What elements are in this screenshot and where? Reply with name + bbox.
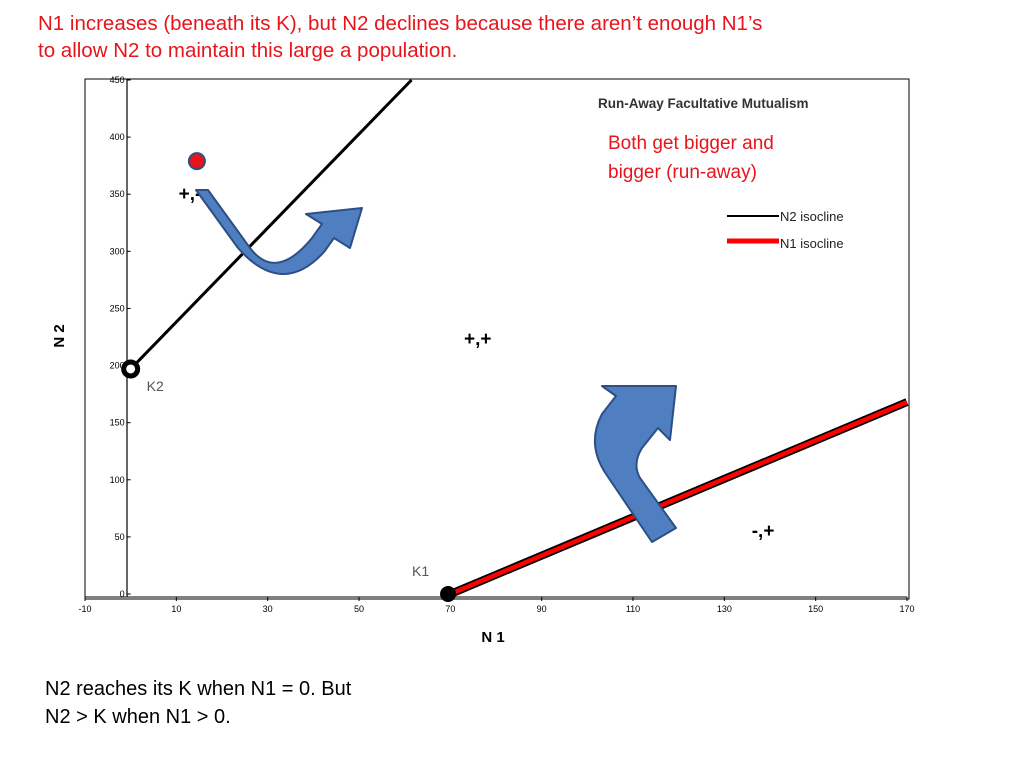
x-tick-label: 10	[171, 604, 181, 614]
n1-isocline	[449, 400, 908, 597]
y-tick-label: 200	[110, 361, 125, 371]
region-label-plus-plus: +,+	[464, 329, 491, 350]
x-tick-label: 110	[626, 604, 640, 614]
plot-area	[84, 78, 910, 600]
x-tick-label: -10	[78, 604, 91, 614]
legend-label-n2: N2 isocline	[780, 209, 844, 224]
k1-point	[440, 586, 457, 602]
bottom-caption: N2 reaches its K when N1 = 0. But N2 > K…	[45, 675, 645, 731]
legend-label-n1: N1 isocline	[780, 236, 844, 251]
x-tick-label: 70	[445, 604, 455, 614]
y-tick-label: 0	[120, 589, 125, 599]
top-caption: N1 increases (beneath its K), but N2 dec…	[38, 10, 998, 64]
y-tick-label: 150	[110, 418, 125, 428]
x-axis-ticks: -10 10 30 50 70 90 110 130 150 170	[78, 597, 915, 614]
x-tick-label: 30	[263, 604, 273, 614]
bottom-caption-line-1: N2 reaches its K when N1 = 0. But	[45, 678, 352, 700]
x-tick-label: 90	[537, 604, 547, 614]
y-tick-label: 250	[110, 303, 125, 313]
x-tick-label: 170	[899, 604, 914, 614]
k1-label: K1	[412, 563, 429, 579]
region-label-minus-plus: -,+	[752, 521, 775, 542]
x-tick-label: 50	[354, 604, 364, 614]
y-tick-label: 50	[115, 532, 125, 542]
x-tick-label: 130	[717, 604, 732, 614]
legend: N2 isocline N1 isocline	[727, 209, 844, 251]
n2-isocline	[129, 78, 413, 371]
k2-point	[121, 359, 141, 379]
y-axis-title: N 2	[51, 324, 68, 347]
chart-title: Run-Away Facultative Mutualism	[598, 96, 809, 111]
y-tick-label: 400	[110, 132, 125, 142]
region-label-plus-minus: +,-	[179, 184, 202, 205]
x-axis-title: N 1	[481, 629, 504, 646]
y-tick-label: 300	[110, 246, 125, 256]
k2-label: K2	[147, 378, 164, 394]
x-tick-label: 150	[808, 604, 823, 614]
state-point	[187, 152, 206, 171]
annotation-line-2: bigger (run-away)	[608, 162, 757, 183]
annotation-line-1: Both get bigger and	[608, 133, 774, 154]
trajectory-arrow-upper	[195, 189, 363, 275]
top-caption-line-1: N1 increases (beneath its K), but N2 dec…	[38, 12, 763, 35]
y-tick-label: 100	[110, 475, 125, 485]
trajectory-arrow-lower	[593, 385, 677, 543]
y-tick-label: 450	[110, 75, 125, 85]
bottom-caption-line-2: N2 > K when N1 > 0.	[45, 706, 231, 728]
y-tick-label: 350	[110, 189, 125, 199]
top-caption-line-2: to allow N2 to maintain this large a pop…	[38, 39, 458, 62]
